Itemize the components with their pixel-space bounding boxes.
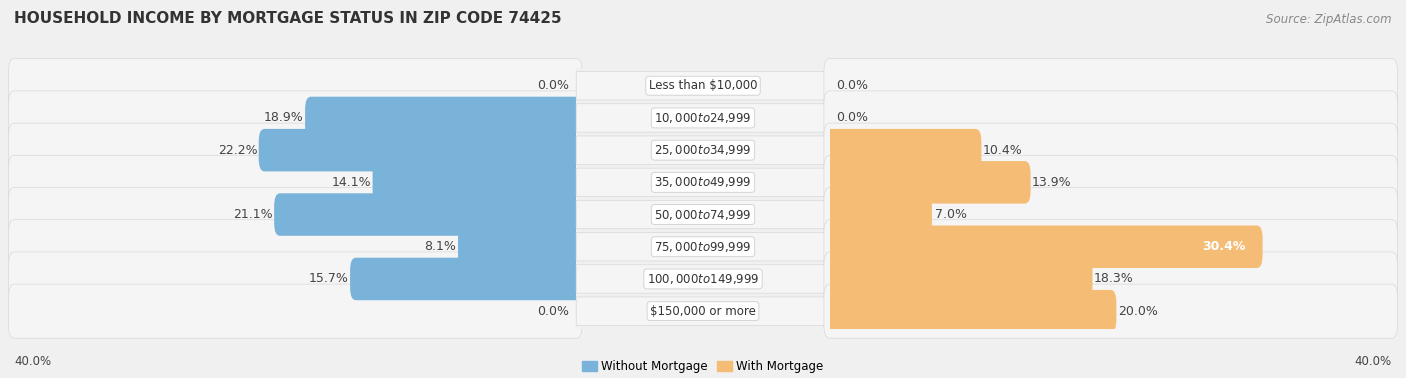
Text: $75,000 to $99,999: $75,000 to $99,999 xyxy=(654,240,752,254)
Text: Source: ZipAtlas.com: Source: ZipAtlas.com xyxy=(1267,14,1392,26)
Text: 21.1%: 21.1% xyxy=(233,208,273,221)
FancyBboxPatch shape xyxy=(576,297,830,325)
FancyBboxPatch shape xyxy=(825,197,932,232)
Text: $100,000 to $149,999: $100,000 to $149,999 xyxy=(647,272,759,286)
Text: 0.0%: 0.0% xyxy=(537,79,569,92)
FancyBboxPatch shape xyxy=(824,129,981,171)
FancyBboxPatch shape xyxy=(8,123,582,177)
FancyBboxPatch shape xyxy=(259,129,582,171)
Text: 0.0%: 0.0% xyxy=(837,79,869,92)
Text: 0.0%: 0.0% xyxy=(837,112,869,124)
FancyBboxPatch shape xyxy=(305,97,582,139)
Text: 0.0%: 0.0% xyxy=(537,305,569,318)
FancyBboxPatch shape xyxy=(8,187,582,242)
FancyBboxPatch shape xyxy=(8,91,582,145)
FancyBboxPatch shape xyxy=(8,284,582,338)
Text: $50,000 to $74,999: $50,000 to $74,999 xyxy=(654,208,752,222)
FancyBboxPatch shape xyxy=(8,220,582,274)
FancyBboxPatch shape xyxy=(576,104,830,132)
FancyBboxPatch shape xyxy=(824,252,1398,306)
Text: $25,000 to $34,999: $25,000 to $34,999 xyxy=(654,143,752,157)
FancyBboxPatch shape xyxy=(824,187,1398,242)
FancyBboxPatch shape xyxy=(8,252,582,306)
Text: 30.4%: 30.4% xyxy=(1202,240,1246,253)
FancyBboxPatch shape xyxy=(824,91,1398,145)
FancyBboxPatch shape xyxy=(8,59,582,113)
Text: $10,000 to $24,999: $10,000 to $24,999 xyxy=(654,111,752,125)
FancyBboxPatch shape xyxy=(350,258,582,300)
FancyBboxPatch shape xyxy=(576,265,830,293)
Text: 14.1%: 14.1% xyxy=(332,176,371,189)
FancyBboxPatch shape xyxy=(824,284,1398,338)
Text: Less than $10,000: Less than $10,000 xyxy=(648,79,758,92)
Text: 40.0%: 40.0% xyxy=(14,355,51,368)
Text: 22.2%: 22.2% xyxy=(218,144,257,156)
FancyBboxPatch shape xyxy=(576,71,830,100)
Text: 20.0%: 20.0% xyxy=(1118,305,1157,318)
Legend: Without Mortgage, With Mortgage: Without Mortgage, With Mortgage xyxy=(578,356,828,378)
Text: 8.1%: 8.1% xyxy=(423,240,456,253)
Text: 13.9%: 13.9% xyxy=(1032,176,1071,189)
FancyBboxPatch shape xyxy=(824,161,1031,204)
FancyBboxPatch shape xyxy=(576,168,830,197)
Text: 7.0%: 7.0% xyxy=(935,208,967,221)
Text: $150,000 or more: $150,000 or more xyxy=(650,305,756,318)
Text: 10.4%: 10.4% xyxy=(983,144,1022,156)
FancyBboxPatch shape xyxy=(824,220,1398,274)
Text: 15.7%: 15.7% xyxy=(309,273,349,285)
FancyBboxPatch shape xyxy=(274,193,582,236)
Text: 18.3%: 18.3% xyxy=(1094,273,1133,285)
FancyBboxPatch shape xyxy=(824,59,1398,113)
Text: 40.0%: 40.0% xyxy=(1355,355,1392,368)
FancyBboxPatch shape xyxy=(458,228,581,266)
FancyBboxPatch shape xyxy=(576,232,830,261)
FancyBboxPatch shape xyxy=(576,200,830,229)
FancyBboxPatch shape xyxy=(373,161,582,204)
FancyBboxPatch shape xyxy=(824,226,1263,268)
Text: HOUSEHOLD INCOME BY MORTGAGE STATUS IN ZIP CODE 74425: HOUSEHOLD INCOME BY MORTGAGE STATUS IN Z… xyxy=(14,11,561,26)
Text: 18.9%: 18.9% xyxy=(264,112,304,124)
FancyBboxPatch shape xyxy=(824,123,1398,177)
Text: $35,000 to $49,999: $35,000 to $49,999 xyxy=(654,175,752,189)
FancyBboxPatch shape xyxy=(576,136,830,164)
FancyBboxPatch shape xyxy=(8,155,582,209)
FancyBboxPatch shape xyxy=(824,258,1092,300)
FancyBboxPatch shape xyxy=(824,155,1398,209)
FancyBboxPatch shape xyxy=(824,290,1116,332)
